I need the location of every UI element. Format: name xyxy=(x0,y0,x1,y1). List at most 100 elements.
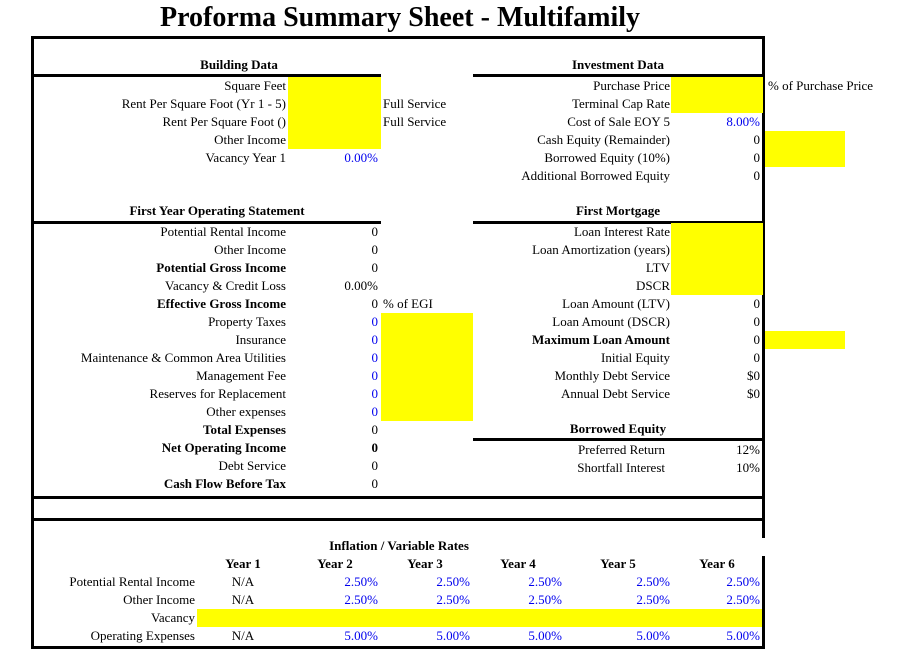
row-value: 0 xyxy=(371,224,379,239)
section-heading: First Mortgage xyxy=(575,203,661,218)
row-value: 0 xyxy=(371,476,379,491)
rate-value: 2.50% xyxy=(344,574,378,589)
year-header: Year 4 xyxy=(500,556,536,571)
rate-value: 2.50% xyxy=(436,574,470,589)
row-value: 0 xyxy=(371,260,379,275)
input-cell xyxy=(671,95,763,113)
input-cell xyxy=(381,349,473,367)
row-label: Rent Per Square Foot () xyxy=(162,114,286,129)
border xyxy=(762,556,765,649)
section-heading: First Year Operating Statement xyxy=(129,203,305,218)
row-label: Annual Debt Service xyxy=(560,386,670,401)
row-label: Net Operating Income xyxy=(161,440,286,455)
input-cell xyxy=(381,367,473,385)
row-label: Initial Equity xyxy=(601,350,670,365)
input-cell xyxy=(671,241,763,259)
row-label: Potential Rental Income xyxy=(160,224,286,239)
row-label: Cost of Sale EOY 5 xyxy=(567,114,670,129)
input-cell xyxy=(381,385,473,403)
border xyxy=(31,36,34,649)
row-label: Cash Equity (Remainder) xyxy=(537,132,670,147)
input-cell xyxy=(765,149,845,167)
rate-value: 5.00% xyxy=(528,628,562,643)
row-label: Operating Expenses xyxy=(90,628,195,643)
row-label: Loan Interest Rate xyxy=(573,224,670,239)
row-label: Vacancy Year 1 xyxy=(205,150,286,165)
year-header: Year 3 xyxy=(407,556,443,571)
row-label: Square Feet xyxy=(224,78,286,93)
title: Proforma Summary Sheet - Multifamily xyxy=(159,2,641,33)
row-value: 0 xyxy=(371,242,379,257)
year-header: Year 5 xyxy=(600,556,636,571)
input-cell xyxy=(288,131,381,149)
row-label: Loan Amount (LTV) xyxy=(562,296,670,311)
row-value: 0.00% xyxy=(344,278,378,293)
row-value: 0 xyxy=(371,350,379,365)
rate-value: 5.00% xyxy=(636,628,670,643)
row-label: Maximum Loan Amount xyxy=(532,332,670,347)
border xyxy=(762,36,765,538)
row-value: 0 xyxy=(371,422,379,437)
row-label: Potential Rental Income xyxy=(69,574,195,589)
border xyxy=(31,646,765,649)
row-label: Preferred Return xyxy=(578,442,665,457)
row-label: Terminal Cap Rate xyxy=(571,96,670,111)
input-cell xyxy=(288,77,381,95)
input-cell xyxy=(288,113,381,131)
input-cell xyxy=(288,95,381,113)
row-label: Debt Service xyxy=(218,458,286,473)
input-cell xyxy=(381,403,473,421)
rule xyxy=(473,438,763,441)
row-label: Other Income xyxy=(214,242,286,257)
row-label: LTV xyxy=(645,260,670,275)
rate-value: 2.50% xyxy=(436,592,470,607)
row-label: Maintenance & Common Area Utilities xyxy=(80,350,286,365)
row-label: Loan Amount (DSCR) xyxy=(552,314,670,329)
row-label: Insurance xyxy=(235,332,286,347)
rate-value: 5.00% xyxy=(726,628,760,643)
section-heading: Inflation / Variable Rates xyxy=(329,538,469,553)
rate-value: 5.00% xyxy=(344,628,378,643)
border xyxy=(31,36,765,39)
row-label: Vacancy xyxy=(150,610,195,625)
row-note: % of EGI xyxy=(383,296,433,311)
row-label: Potential Gross Income xyxy=(156,260,286,275)
row-value: 0 xyxy=(753,296,761,311)
row-value: 8.00% xyxy=(726,114,760,129)
row-label: DSCR xyxy=(636,278,670,293)
row-label: Additional Borrowed Equity xyxy=(521,168,670,183)
row-label: Monthly Debt Service xyxy=(554,368,670,383)
row-note: % of Purchase Price xyxy=(768,78,874,93)
row-value: 0 xyxy=(753,314,761,329)
rule xyxy=(34,74,381,77)
row-label: Property Taxes xyxy=(208,314,286,329)
rule xyxy=(473,221,763,224)
row-value: 10% xyxy=(736,460,760,475)
input-cell xyxy=(671,277,763,295)
row-value: 0.00% xyxy=(344,150,378,165)
section-heading: Building Data xyxy=(200,57,278,72)
rate-value: 2.50% xyxy=(528,592,562,607)
row-value: $0 xyxy=(747,386,760,401)
row-label: Rent Per Square Foot (Yr 1 - 5) xyxy=(121,96,286,111)
row-value: $0 xyxy=(747,368,760,383)
row-label: Purchase Price xyxy=(593,78,670,93)
row-value: 0 xyxy=(371,386,379,401)
row-value: 0 xyxy=(371,368,379,383)
rule xyxy=(34,221,381,224)
row-value: 0 xyxy=(753,150,761,165)
row-label: Reserves for Replacement xyxy=(149,386,286,401)
input-cell xyxy=(381,313,473,331)
row-value: 0 xyxy=(753,350,761,365)
rate-value: 2.50% xyxy=(528,574,562,589)
input-cell xyxy=(765,131,845,149)
row-value: 0 xyxy=(371,296,379,311)
row-label: Management Fee xyxy=(196,368,286,383)
year-header: Year 6 xyxy=(699,556,735,571)
row-label: Other expenses xyxy=(206,404,286,419)
row-note: Full Service xyxy=(383,114,447,129)
row-label: Effective Gross Income xyxy=(156,296,286,311)
rate-value: 2.50% xyxy=(636,592,670,607)
row-value: 0 xyxy=(753,132,761,147)
